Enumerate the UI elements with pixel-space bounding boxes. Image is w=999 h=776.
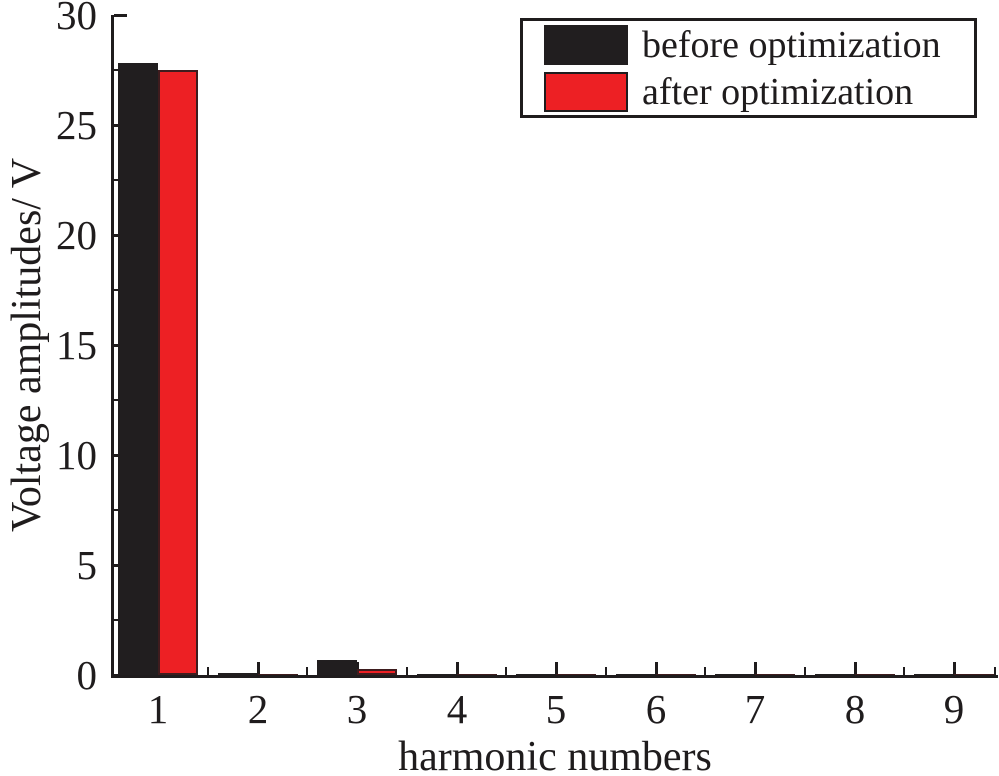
bar-before-h4 (417, 674, 457, 675)
legend-label-before: before optimization (642, 23, 941, 66)
y-axis-line (111, 15, 114, 678)
x-major-tick (754, 662, 757, 675)
x-major-tick (854, 662, 857, 675)
bar-after-h3 (357, 669, 397, 675)
bar-after-h9 (954, 674, 994, 675)
x-major-tick (356, 662, 359, 675)
y-tick-label: 0 (76, 652, 98, 698)
x-tick-label: 6 (645, 686, 667, 732)
x-major-tick (655, 662, 658, 675)
x-tick-label: 9 (943, 686, 965, 732)
bar-after-h8 (855, 674, 895, 675)
x-tick-label: 5 (545, 686, 567, 732)
bar-before-h7 (715, 674, 755, 675)
x-minor-tick (207, 667, 209, 675)
bar-after-h7 (755, 674, 795, 675)
bar-before-h6 (616, 674, 656, 675)
x-tick-label: 8 (844, 686, 866, 732)
x-minor-tick (704, 667, 706, 675)
x-minor-tick (605, 667, 607, 675)
legend: before optimization after optimization (520, 18, 977, 118)
legend-entry-before: before optimization (523, 23, 974, 66)
legend-swatch-before-icon (544, 24, 628, 65)
x-major-tick (555, 662, 558, 675)
x-minor-tick (306, 667, 308, 675)
x-tick-label: 4 (446, 686, 468, 732)
x-minor-tick (994, 667, 996, 675)
x-minor-tick (903, 667, 905, 675)
bar-before-h2 (218, 673, 258, 675)
bar-after-h5 (556, 674, 596, 675)
x-axis-title: harmonic numbers (398, 734, 712, 776)
y-tick-label: 15 (56, 322, 97, 368)
bar-after-h2 (258, 674, 298, 675)
bar-after-h6 (656, 674, 696, 675)
legend-entry-after: after optimization (523, 70, 974, 113)
y-axis-title: Voltage amplitudes/ V (4, 157, 50, 533)
y-tick-label: 20 (56, 212, 97, 258)
y-tick-label: 30 (56, 0, 97, 38)
y-major-tick (114, 674, 127, 677)
x-minor-tick (505, 667, 507, 675)
x-tick-label: 3 (346, 686, 368, 732)
y-tick-label: 5 (76, 542, 98, 588)
x-tick-label: 1 (147, 686, 169, 732)
legend-swatch-after-icon (544, 71, 628, 112)
bar-before-h3 (317, 660, 357, 675)
x-minor-tick (406, 667, 408, 675)
bar-before-h5 (516, 674, 556, 675)
x-major-tick (953, 662, 956, 675)
y-tick-label: 10 (56, 432, 97, 478)
bar-before-h8 (815, 674, 855, 675)
x-tick-label: 2 (247, 686, 269, 732)
x-major-tick (257, 662, 260, 675)
y-tick-label: 25 (56, 102, 97, 148)
x-major-tick (456, 662, 459, 675)
y-major-tick (114, 14, 127, 17)
legend-label-after: after optimization (642, 70, 914, 113)
bar-before-h9 (914, 674, 954, 675)
x-minor-tick (804, 667, 806, 675)
bar-before-h1 (118, 63, 158, 675)
x-axis-line (111, 675, 998, 678)
bar-after-h1 (158, 70, 198, 675)
x-tick-label: 7 (744, 686, 766, 732)
bar-after-h4 (457, 674, 497, 675)
